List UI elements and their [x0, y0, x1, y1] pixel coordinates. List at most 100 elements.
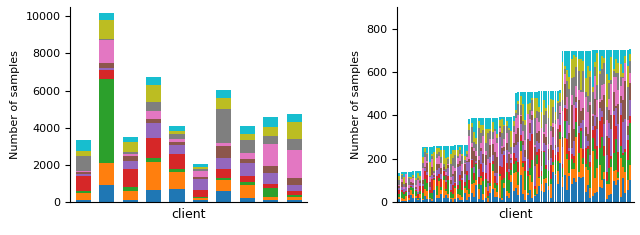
Bar: [466, 200, 468, 202]
Bar: [594, 126, 596, 149]
Bar: [575, 98, 577, 102]
Bar: [594, 67, 596, 76]
Bar: [531, 120, 533, 134]
Bar: [403, 194, 405, 199]
Bar: [422, 163, 424, 168]
Bar: [554, 145, 557, 148]
Bar: [571, 95, 573, 105]
Bar: [606, 155, 608, 172]
Bar: [494, 152, 496, 173]
Bar: [538, 112, 540, 122]
Bar: [599, 121, 601, 148]
Bar: [499, 128, 500, 132]
Bar: [612, 171, 615, 181]
Bar: [568, 160, 570, 173]
Bar: [449, 145, 452, 154]
Bar: [534, 189, 536, 195]
Bar: [263, 144, 278, 166]
Bar: [550, 184, 552, 198]
Bar: [629, 116, 631, 123]
Bar: [401, 201, 403, 202]
Bar: [510, 170, 512, 176]
Bar: [405, 192, 407, 196]
Bar: [449, 198, 452, 199]
Bar: [541, 151, 543, 166]
Bar: [484, 164, 486, 173]
Bar: [571, 148, 573, 154]
Bar: [494, 173, 496, 176]
Bar: [403, 177, 405, 184]
Bar: [496, 185, 498, 192]
Bar: [459, 166, 461, 176]
Bar: [419, 171, 421, 176]
Bar: [470, 193, 472, 202]
Bar: [466, 190, 468, 200]
Bar: [482, 130, 484, 136]
Bar: [473, 148, 475, 151]
Bar: [456, 194, 459, 198]
Bar: [615, 185, 617, 202]
Bar: [557, 147, 559, 153]
Bar: [622, 50, 624, 73]
Bar: [611, 115, 612, 129]
Bar: [629, 83, 631, 100]
Bar: [433, 179, 435, 180]
Bar: [506, 163, 508, 172]
Bar: [480, 148, 482, 151]
Bar: [615, 139, 617, 170]
Bar: [594, 115, 596, 126]
Bar: [496, 192, 498, 197]
Bar: [604, 50, 605, 58]
Bar: [422, 157, 424, 163]
Bar: [99, 39, 115, 40]
Bar: [501, 119, 503, 133]
Bar: [489, 187, 492, 193]
Bar: [489, 118, 492, 129]
Bar: [552, 100, 554, 107]
Bar: [573, 169, 575, 178]
Bar: [629, 123, 631, 165]
Bar: [456, 164, 459, 167]
Bar: [527, 159, 529, 171]
Bar: [580, 59, 582, 90]
Bar: [531, 98, 533, 100]
Bar: [468, 124, 470, 130]
Bar: [566, 81, 568, 97]
Bar: [422, 200, 424, 202]
Bar: [263, 184, 278, 188]
Bar: [452, 166, 454, 174]
Bar: [508, 198, 510, 202]
Bar: [239, 198, 255, 202]
Bar: [599, 102, 601, 109]
Bar: [506, 117, 508, 121]
Bar: [426, 199, 428, 202]
Bar: [596, 146, 598, 159]
Bar: [433, 152, 435, 171]
Bar: [520, 135, 522, 141]
Bar: [484, 143, 486, 151]
Bar: [587, 66, 589, 96]
Bar: [520, 117, 522, 124]
Bar: [517, 101, 519, 104]
Bar: [596, 53, 598, 85]
Bar: [482, 200, 484, 202]
Bar: [564, 51, 566, 66]
Bar: [620, 197, 622, 202]
Bar: [480, 151, 482, 164]
Bar: [417, 198, 419, 199]
Bar: [629, 165, 631, 180]
Bar: [482, 136, 484, 153]
Bar: [622, 78, 624, 100]
Bar: [580, 131, 582, 148]
Bar: [550, 179, 552, 184]
Bar: [452, 158, 454, 166]
Bar: [461, 145, 463, 153]
Bar: [517, 92, 519, 101]
Bar: [170, 131, 184, 134]
Bar: [468, 197, 470, 202]
Bar: [554, 155, 557, 160]
Bar: [501, 154, 503, 167]
Bar: [622, 153, 624, 155]
Bar: [468, 119, 470, 124]
Bar: [604, 172, 605, 179]
